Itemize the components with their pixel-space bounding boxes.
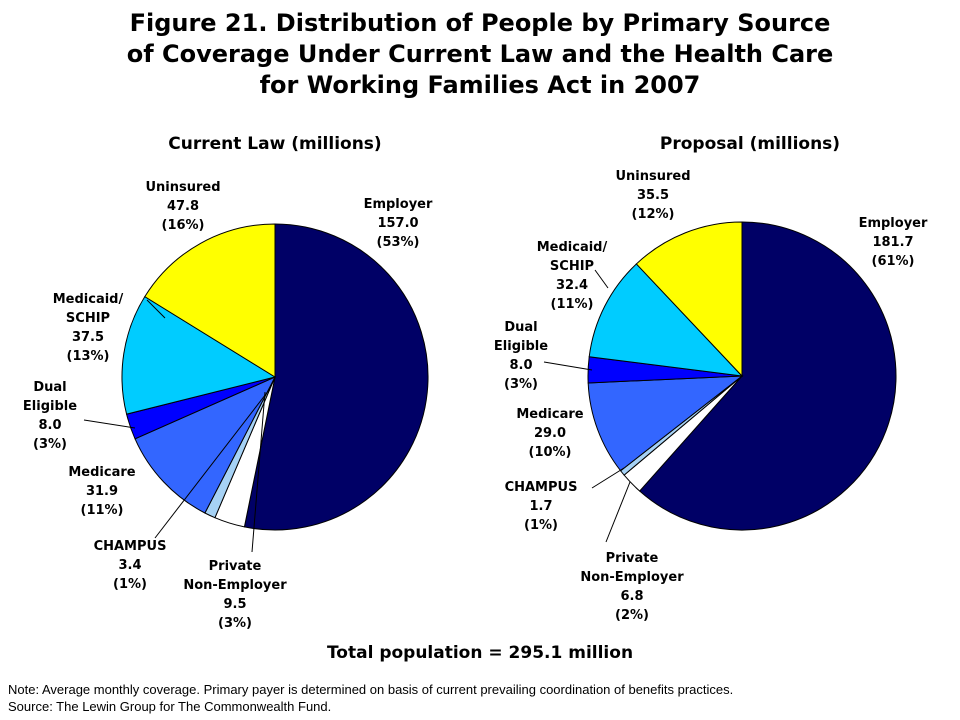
- current-law-label-medicare: Medicare 31.9 (11%): [12, 463, 192, 520]
- proposal-label-line: (2%): [615, 608, 649, 623]
- proposal-label-line: Non-Employer: [580, 570, 684, 585]
- proposal-label-uninsured: Uninsured 35.5 (12%): [563, 167, 743, 224]
- current-law-slice-medicaid-schip: [121, 295, 277, 415]
- proposal-slice-employer: [638, 221, 897, 531]
- proposal-label-line: 181.7: [872, 235, 914, 250]
- current-law-label-dual-eligible: Dual Eligible 8.0 (3%): [0, 378, 140, 454]
- current-law-slice-employer: [243, 223, 429, 531]
- current-law-slice-medicare: [134, 375, 277, 514]
- current-law-label-line: (3%): [218, 616, 252, 631]
- proposal-label-dual-eligible: Dual Eligible 8.0 (3%): [431, 318, 611, 394]
- current-law-label-line: 9.5: [223, 597, 247, 612]
- current-law-label-line: Non-Employer: [183, 578, 287, 593]
- note-text: Note: Average monthly coverage. Primary …: [8, 682, 734, 697]
- proposal-label-line: CHAMPUS: [504, 480, 578, 495]
- proposal-label-line: Uninsured: [615, 169, 691, 184]
- current-law-label-line: Employer: [363, 197, 433, 212]
- current-law-label-line: (16%): [161, 218, 205, 233]
- current-law-subtitle: Current Law (millions): [168, 134, 382, 154]
- current-law-label-private-non-employer: Private Non-Employer 9.5 (3%): [145, 557, 325, 633]
- proposal-leader-dual-eligible: [543, 361, 593, 371]
- proposal-label-line: (1%): [524, 518, 558, 533]
- proposal-label-line: (3%): [504, 377, 538, 392]
- current-law-pie: [121, 223, 429, 531]
- current-law-label-line: 8.0: [38, 418, 62, 433]
- proposal-label-line: Medicaid/: [536, 240, 608, 255]
- proposal-label-line: 32.4: [555, 278, 589, 293]
- proposal-subtitle: Proposal (millions): [659, 134, 841, 154]
- proposal-label-line: 1.7: [529, 499, 553, 514]
- current-law-label-line: Private: [208, 559, 262, 574]
- current-law-label-line: SCHIP: [65, 311, 111, 326]
- title-line-1: Figure 21. Distribution of People by Pri…: [129, 9, 831, 37]
- current-law-slice-uninsured: [144, 223, 276, 378]
- current-law-label-medicaid-schip: Medicaid/SCHIP 37.5 (13%): [0, 290, 178, 366]
- proposal-label-line: Medicare: [516, 407, 584, 422]
- chart-title: Figure 21. Distribution of People by Pri…: [0, 8, 960, 101]
- current-law-label-line: (1%): [113, 577, 147, 592]
- current-law-label-line: (13%): [66, 349, 110, 364]
- current-law-label-champus: CHAMPUS 3.4 (1%): [40, 537, 220, 594]
- current-law-label-employer: Employer 157.0 (53%): [308, 195, 488, 252]
- proposal-label-line: 35.5: [636, 188, 670, 203]
- proposal-label-line: 29.0: [533, 426, 567, 441]
- current-law-label-line: Dual: [33, 380, 67, 395]
- current-law-label-line: 157.0: [377, 216, 419, 231]
- proposal-label-line: (12%): [631, 207, 675, 222]
- proposal-label-line: 8.0: [509, 358, 533, 373]
- current-law-label-line: (11%): [80, 503, 124, 518]
- proposal-leader-champus: [591, 467, 625, 489]
- proposal-leader-medicaid-schip: [594, 269, 609, 289]
- proposal-label-line: (11%): [550, 297, 594, 312]
- proposal-label-line: Employer: [858, 216, 928, 231]
- proposal-label-line: (10%): [528, 445, 572, 460]
- proposal-leader-private-non-employer: [605, 481, 631, 543]
- current-law-leader-private-non-employer: [251, 391, 266, 553]
- current-law-label-line: (53%): [376, 235, 420, 250]
- current-law-label-line: Uninsured: [145, 180, 221, 195]
- current-law-label-line: 37.5: [71, 330, 105, 345]
- title-line-2: of Coverage Under Current Law and the He…: [126, 40, 834, 68]
- current-law-label-line: Medicaid/: [52, 292, 124, 307]
- current-law-label-line: 47.8: [166, 199, 200, 214]
- current-law-leader-champus: [154, 389, 270, 539]
- current-law-label-line: (3%): [33, 437, 67, 452]
- proposal-label-champus: CHAMPUS 1.7 (1%): [451, 478, 631, 535]
- proposal-label-line: Private: [605, 551, 659, 566]
- current-law-label-line: Eligible: [22, 399, 78, 414]
- proposal-label-line: SCHIP: [549, 259, 595, 274]
- proposal-label-private-non-employer: Private Non-Employer 6.8 (2%): [542, 549, 722, 625]
- proposal-label-medicaid-schip: Medicaid/SCHIP 32.4 (11%): [482, 238, 662, 314]
- title-line-3: for Working Families Act in 2007: [259, 71, 701, 99]
- source-text: Source: The Lewin Group for The Commonwe…: [8, 699, 332, 714]
- proposal-slice-medicaid-schip: [588, 263, 744, 377]
- current-law-label-line: 3.4: [118, 558, 142, 573]
- proposal-slice-medicare: [587, 375, 744, 472]
- current-law-label-line: CHAMPUS: [93, 539, 167, 554]
- total-population: Total population = 295.1 million: [326, 643, 634, 663]
- proposal-pie: [587, 221, 897, 531]
- current-law-label-line: Medicare: [68, 465, 136, 480]
- proposal-label-line: 6.8: [620, 589, 644, 604]
- proposal-label-line: (61%): [871, 254, 915, 269]
- proposal-slice-uninsured: [635, 221, 743, 378]
- proposal-label-medicare: Medicare 29.0 (10%): [460, 405, 640, 462]
- proposal-label-employer: Employer 181.7 (61%): [803, 214, 960, 271]
- proposal-label-line: Dual: [504, 320, 538, 335]
- current-law-label-line: 31.9: [85, 484, 119, 499]
- current-law-label-uninsured: Uninsured 47.8 (16%): [93, 178, 273, 235]
- current-law-leader-medicaid-schip: [146, 299, 166, 319]
- proposal-label-line: Eligible: [493, 339, 549, 354]
- current-law-leader-dual-eligible: [83, 419, 136, 429]
